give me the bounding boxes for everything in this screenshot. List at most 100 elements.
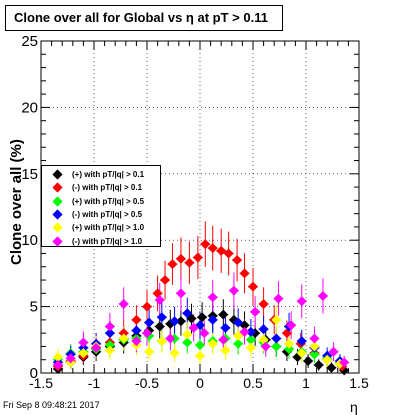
data-point <box>195 340 205 351</box>
legend-marker-icon <box>52 235 63 247</box>
data-point <box>245 342 256 353</box>
data-point <box>220 322 231 333</box>
data-point <box>233 338 244 349</box>
legend-entry: (-) with pT/|q| > 1.0 <box>42 235 162 248</box>
data-point <box>131 314 142 325</box>
data-point <box>192 252 203 263</box>
data-point <box>78 348 89 359</box>
data-point <box>142 301 152 312</box>
x-tick-label: -1.5 <box>29 375 53 391</box>
data-point <box>317 290 328 301</box>
data-point <box>52 352 63 363</box>
data-point <box>207 243 218 254</box>
data-markers <box>52 239 350 376</box>
data-point <box>245 326 256 337</box>
data-point <box>169 316 180 327</box>
data-point <box>313 360 324 371</box>
data-point <box>322 354 333 365</box>
data-point <box>154 294 165 305</box>
x-tick-label: 1.5 <box>349 375 369 391</box>
data-point <box>131 336 142 347</box>
legend-label: (-) with pT/|q| > 0.5 <box>72 209 143 219</box>
legend-label: (+) with pT/|q| > 0.5 <box>72 196 145 206</box>
data-point <box>165 333 176 344</box>
data-point <box>104 345 115 356</box>
data-point <box>271 333 282 344</box>
y-axis-label: Clone over all (%) <box>8 139 25 265</box>
data-point <box>182 337 193 348</box>
data-point <box>104 328 115 339</box>
data-point <box>154 321 165 332</box>
data-point <box>303 356 314 367</box>
data-point <box>326 362 337 373</box>
data-point <box>184 257 195 268</box>
data-point <box>118 333 129 344</box>
data-point <box>200 239 211 250</box>
data-point <box>218 309 229 320</box>
data-point <box>207 292 218 303</box>
data-point <box>245 334 256 345</box>
data-point <box>296 336 307 347</box>
data-point <box>284 338 295 349</box>
data-point <box>78 337 89 348</box>
legend-marker-icon <box>52 222 63 233</box>
data-point <box>144 346 155 357</box>
data-point <box>296 348 307 359</box>
legend-entry: (+) with pT/|q| > 0.5 <box>42 195 162 208</box>
data-point <box>169 348 180 359</box>
data-point <box>239 268 250 279</box>
data-point <box>260 341 271 352</box>
data-point <box>216 245 227 256</box>
legend-label: (+) with pT/|q| > 0.1 <box>72 170 145 179</box>
data-point <box>167 259 178 270</box>
data-point <box>271 341 282 352</box>
data-point <box>232 255 243 266</box>
data-point <box>258 298 269 309</box>
data-point <box>223 248 234 259</box>
data-point <box>328 346 339 357</box>
data-point <box>197 312 208 323</box>
data-point <box>104 321 115 332</box>
x-tick-label: -1 <box>88 375 101 391</box>
data-point <box>144 317 155 328</box>
data-point <box>248 281 258 292</box>
data-point <box>271 314 282 325</box>
x-tick-label: -0.5 <box>135 375 159 391</box>
data-point <box>284 344 295 355</box>
data-point <box>175 316 186 327</box>
data-point <box>258 324 269 335</box>
data-point <box>104 340 115 351</box>
data-point <box>309 341 320 352</box>
data-point <box>207 314 218 325</box>
data-point <box>182 308 193 319</box>
legend-marker-icon <box>52 169 63 180</box>
y-tick-label: 0 <box>30 365 38 382</box>
legend-entry: (+) with pT/|q| > 1.0 <box>42 221 162 234</box>
legend-label: (-) with pT/|q| > 1.0 <box>72 236 143 246</box>
legend-entry: (-) with pT/|q| > 0.1 <box>42 181 162 194</box>
legend-entry: (-) with pT/|q| > 0.5 <box>42 208 162 221</box>
data-point <box>78 342 89 353</box>
data-point <box>228 285 239 296</box>
legend-label: (-) with pT/|q| > 0.1 <box>72 183 143 193</box>
legend: (+) with pT/|q| > 0.1 (-) with pT/|q| > 0… <box>41 165 161 247</box>
data-point <box>65 353 76 364</box>
legend-marker-icon <box>52 209 63 220</box>
legend-entry: (+) with pT/|q| > 0.1 <box>42 168 162 181</box>
data-point <box>233 330 244 341</box>
data-point <box>218 334 229 345</box>
data-point <box>195 350 205 361</box>
legend-marker-icon <box>52 196 63 207</box>
chart-title: Clone over all for Global vs η at pT > 0… <box>5 5 283 31</box>
x-axis-label: η <box>350 399 358 415</box>
data-point <box>309 349 320 360</box>
data-point <box>131 325 142 336</box>
data-point <box>52 360 63 371</box>
x-tick-label: 0 <box>196 375 204 391</box>
y-tick-label: 15 <box>21 166 38 183</box>
data-point <box>91 342 102 353</box>
data-point <box>207 338 218 349</box>
data-point <box>156 336 167 347</box>
x-tick-label: 0.5 <box>243 375 263 391</box>
